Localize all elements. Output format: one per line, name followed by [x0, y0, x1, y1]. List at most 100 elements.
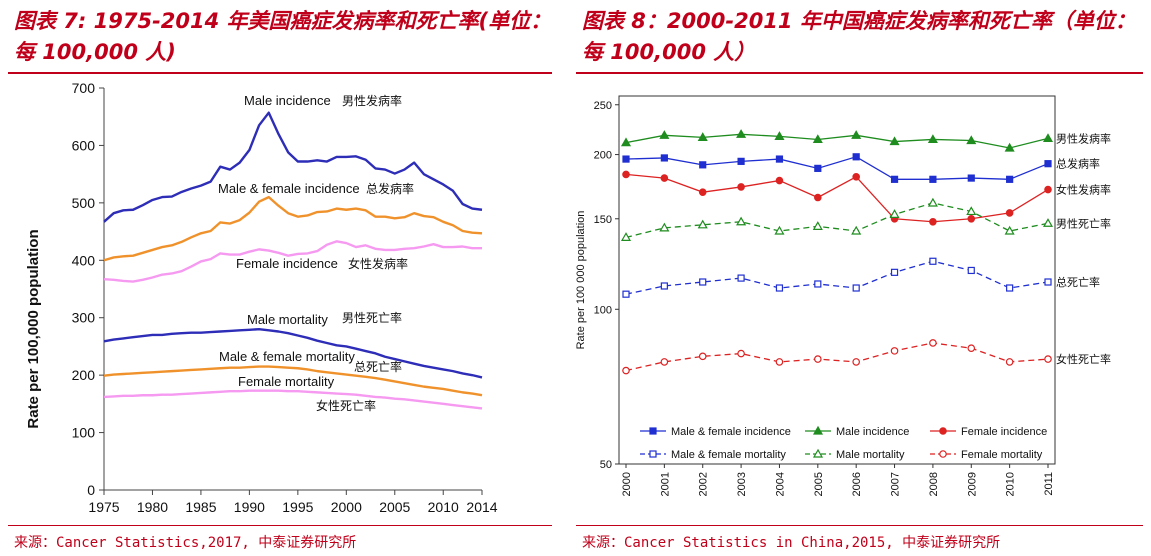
x-tick-label: 2007: [890, 472, 902, 496]
data-point-female-mortality: [929, 339, 937, 347]
series-line-male-mortality: [625, 202, 1049, 239]
data-point-male-mortality: [851, 225, 862, 235]
data-point-male-incidence: [736, 129, 747, 138]
data-point-female-incidence: [698, 188, 707, 196]
data-point-male-and-female-incidence: [775, 155, 784, 163]
data-point-male-mortality: [697, 219, 708, 229]
data-point-female-incidence: [1005, 209, 1014, 217]
data-point-female-incidence: [1044, 185, 1052, 194]
left-chart-title: 图表 7: 1975-2014 年美国癌症发病率和死亡率(单位：每 100,00…: [14, 9, 552, 64]
data-point-female-mortality: [622, 366, 630, 375]
left-line-chart: 0 100 200 300 400 500 600 700 1975 1980 1985 1990 19…: [25, 80, 498, 515]
data-point-male-incidence: [966, 135, 977, 145]
x-tick-label: 2005: [813, 472, 825, 496]
legend-label-female-mortality: Female mortality: [961, 449, 1043, 461]
data-point-male-and-female-incidence: [1006, 175, 1014, 183]
y-tick-label: 600: [72, 137, 96, 153]
x-tick-label: 2011: [1043, 472, 1055, 496]
data-point-male-and-female-mortality: [852, 284, 860, 292]
series-end-label-female-mortality: 女性死亡率: [1056, 352, 1111, 366]
right-line-chart: 50 100 150 200 250 2000 2001 2002 2003 2004 2005 20…: [575, 95, 1111, 496]
data-point-female-incidence: [622, 170, 630, 179]
series-line-male-and-female-mortality: [103, 365, 483, 397]
series-end-label-male-mortality: 男性死亡率: [1056, 216, 1111, 230]
x-tick-label: 2010: [428, 499, 459, 515]
data-point-female-incidence: [852, 173, 860, 181]
data-point-male-and-female-incidence: [890, 175, 899, 183]
data-point-female-mortality: [1005, 358, 1014, 366]
x-tick-label: 2000: [621, 472, 633, 496]
data-point-female-incidence: [967, 214, 976, 223]
data-point-male-mortality: [1042, 218, 1054, 227]
data-point-male-incidence: [927, 134, 938, 144]
left-title-rule: [8, 72, 552, 74]
data-point-male-mortality: [659, 222, 670, 232]
series-label-male-mortality: Male mortality: [247, 312, 328, 327]
data-point-male-and-female-mortality: [699, 278, 707, 286]
series-line-female-incidence: [625, 173, 1049, 223]
right-chart-title: 图表 8：2000-2011 年中国癌症发病率和死亡率（单位：每 100,000…: [582, 9, 1136, 64]
series-end-label-female-incidence: 女性发病率: [1056, 183, 1111, 197]
right-title-rule: [576, 72, 1143, 74]
data-point-male-mortality: [927, 197, 938, 207]
x-tick-label: 2001: [659, 472, 671, 496]
data-point-male-and-female-mortality: [737, 274, 745, 282]
x-tick-label: 2006: [851, 472, 863, 496]
x-tick-label: 1985: [185, 499, 216, 515]
data-point-male-and-female-mortality: [660, 282, 668, 290]
series-line-female-mortality: [625, 342, 1049, 372]
legend-marker-female-mortality: [939, 450, 947, 458]
data-point-male-and-female-mortality: [622, 290, 630, 298]
series-label-female-mortality: Female mortality: [238, 374, 335, 389]
y-tick-label: 500: [72, 195, 96, 211]
x-tick-label: 2014: [466, 499, 497, 515]
legend-label-male-incidence: Male incidence: [836, 426, 909, 438]
series-line-male-and-female-incidence: [625, 156, 1049, 180]
data-point-male-incidence: [1042, 133, 1054, 143]
data-point-male-mortality: [812, 221, 823, 230]
data-point-male-mortality: [889, 209, 900, 218]
y-tick-label: 250: [594, 100, 612, 112]
series-line-female-incidence: [103, 240, 482, 283]
series-label-female-incidence: Female incidence: [236, 256, 338, 271]
data-point-female-mortality: [775, 358, 784, 366]
left-chart-panel: 图表 7: 1975-2014 年美国癌症发病率和死亡率(单位：每 100,00…: [0, 0, 560, 556]
series-end-label-male-incidence: 男性发病率: [1056, 131, 1111, 145]
data-point-male-and-female-mortality: [967, 266, 975, 275]
data-point-male-and-female-incidence: [1044, 160, 1052, 168]
x-tick-label: 2010: [1005, 472, 1017, 496]
y-axis-title: Rate per 100 000 population: [575, 211, 587, 350]
y-tick-label: 50: [600, 459, 612, 471]
legend-marker-male-incidence: [812, 425, 824, 435]
y-axis-title: Rate per 100,000 population: [25, 229, 42, 428]
legend-label-male-mortality: Male mortality: [836, 449, 905, 461]
data-point-female-mortality: [698, 352, 707, 361]
series-label-zh-male-and-female-incidence: 总发病率: [366, 181, 414, 196]
data-point-male-and-female-mortality: [890, 268, 899, 276]
legend-label-male-and-female-mortality: Male & female mortality: [671, 449, 786, 461]
left-source-rule: [8, 525, 552, 526]
data-point-male-and-female-mortality: [1006, 284, 1014, 292]
data-point-male-incidence: [889, 136, 900, 146]
series-label-zh-male-mortality: 男性死亡率: [342, 310, 402, 325]
data-point-male-and-female-mortality: [929, 257, 937, 265]
data-point-male-incidence: [697, 132, 708, 141]
legend-marker-male-and-female-incidence: [649, 427, 657, 435]
legend-marker-male-mortality: [812, 448, 824, 458]
data-point-male-and-female-incidence: [622, 155, 630, 163]
y-tick-label: 100: [72, 425, 96, 441]
x-tick-label: 2008: [928, 472, 940, 496]
data-point-male-and-female-incidence: [660, 154, 668, 162]
x-tick-label: 2003: [736, 472, 748, 496]
data-point-male-and-female-incidence: [929, 175, 937, 183]
data-point-female-mortality: [814, 355, 822, 363]
x-tick-label: 2009: [966, 472, 978, 496]
data-point-female-mortality: [737, 349, 745, 358]
data-point-male-and-female-mortality: [775, 284, 784, 292]
right-source-note: 来源：Cancer Statistics in China,2015, 中泰证券…: [582, 535, 1001, 551]
series-label-zh-male-and-female-mortality: 总死亡率: [354, 359, 402, 374]
series-line-male-and-female-incidence: [103, 195, 483, 262]
left-source-note: 来源：Cancer Statistics,2017, 中泰证券研究所: [14, 535, 357, 551]
y-tick-label: 100: [594, 304, 612, 316]
x-tick-label: 2000: [331, 499, 362, 515]
